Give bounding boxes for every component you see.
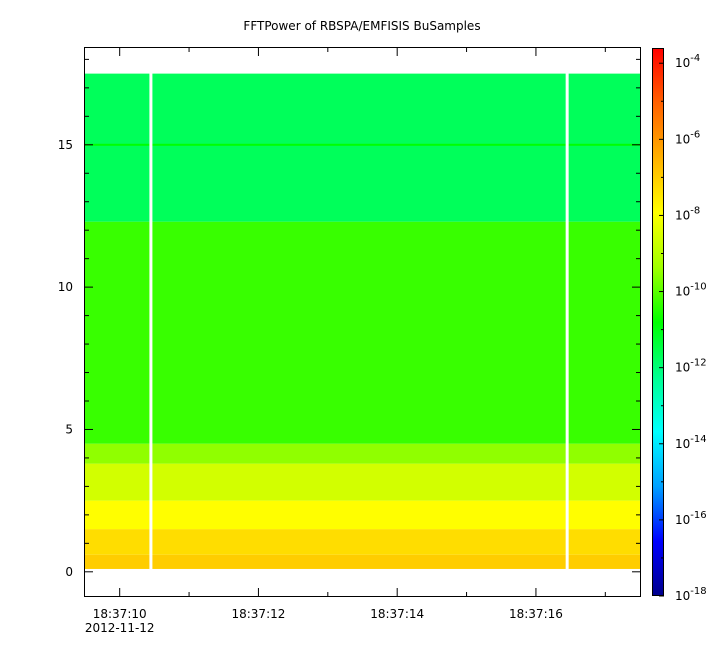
x-tick-label: 18:37:14 [370,607,424,621]
x-date-label: 2012-11-12 [85,621,155,635]
data-gap [149,72,153,570]
colorbar-tick-label: 10-6 [675,129,700,146]
colorbar-tick-label: 10-8 [675,205,700,222]
plot-frame [84,47,641,597]
y-tick-label: 0 [65,565,73,579]
colorbar-tick-label: 10-14 [675,434,707,451]
colorbar: 10-4 10-6 10-8 10-10 10-12 10-14 10-16 10-18 [652,48,707,603]
spectrogram-band [85,463,640,501]
x-tick-label: 18:37:16 [509,607,563,621]
colorbar-gradient [652,48,664,596]
colorbar-tick-label: 10-10 [675,282,707,299]
spectrogram-band [85,500,640,530]
spectrogram-band [85,443,640,464]
colorbar-tick-label: 10-4 [675,53,700,70]
y-tick-label: 5 [65,422,73,436]
colorbar-tick-label: 10-18 [675,586,707,603]
colorbar-frame [652,48,664,596]
y-axis: 0 5 10 15 [58,58,640,579]
data-gap [565,72,569,570]
spectrogram-band [85,221,640,444]
spectrogram-band [85,554,640,569]
spectral-line [85,143,640,146]
chart-title: FFTPower of RBSPA/EMFISIS BuSamples [243,19,480,33]
spectrogram-plot [85,72,640,570]
x-tick-label: 18:37:10 [93,607,147,621]
colorbar-tick-label: 10-16 [675,510,707,527]
spectrogram-band [85,73,640,222]
y-tick-label: 10 [58,280,73,294]
x-tick-label: 18:37:12 [231,607,285,621]
colorbar-tick-label: 10-12 [675,358,707,375]
y-tick-label: 15 [58,138,73,152]
spectrogram-band [85,529,640,555]
